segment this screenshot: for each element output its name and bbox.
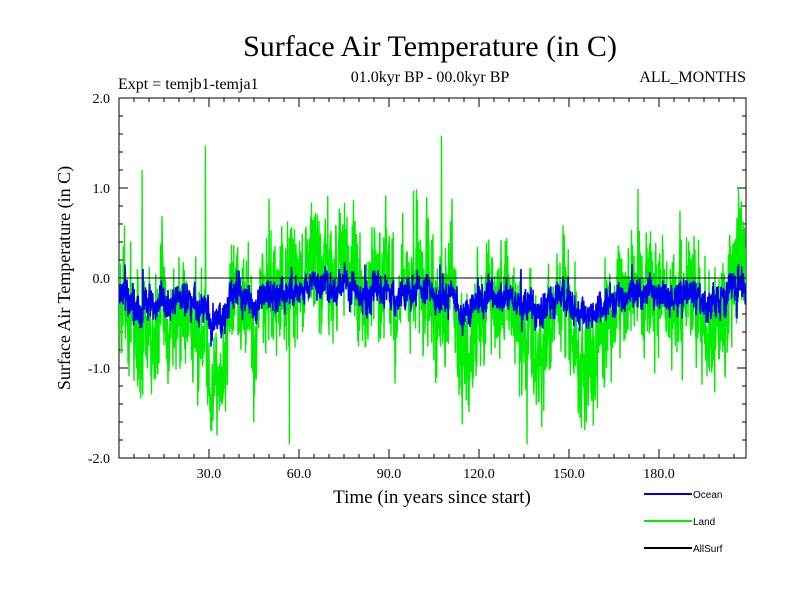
legend-label-land: Land bbox=[693, 517, 715, 528]
x-tick-label: 30.0 bbox=[197, 467, 222, 482]
y-tick-label: -2.0 bbox=[88, 452, 110, 467]
y-tick-label: 1.0 bbox=[93, 182, 111, 197]
series-line-ocean bbox=[119, 262, 746, 347]
chart-title: Surface Air Temperature (in C) bbox=[243, 30, 617, 63]
x-tick-label: 150.0 bbox=[553, 467, 585, 482]
experiment-label: Expt = temjb1-temja1 bbox=[118, 76, 259, 93]
x-tick-label: 90.0 bbox=[377, 467, 402, 482]
y-tick-label: -1.0 bbox=[88, 362, 110, 377]
legend: Ocean Land AllSurf bbox=[644, 490, 723, 555]
x-tick-label: 180.0 bbox=[643, 467, 675, 482]
months-label: ALL_MONTHS bbox=[639, 69, 746, 86]
time-range-label: 01.0kyr BP - 00.0kyr BP bbox=[351, 69, 510, 86]
y-tick-label: 0.0 bbox=[93, 272, 111, 287]
y-tick-label: 2.0 bbox=[93, 92, 111, 107]
y-axis-label: Surface Air Temperature (in C) bbox=[54, 166, 75, 390]
plot-area: 2.0 1.0 0.0 -1.0 -2.0 30.0 60.0 90.0 120.0 150.0 1… bbox=[88, 92, 747, 482]
x-tick-label: 60.0 bbox=[287, 467, 312, 482]
legend-label-allsurf: AllSurf bbox=[693, 544, 723, 555]
x-axis-label: Time (in years since start) bbox=[333, 487, 531, 508]
x-tick-label: 120.0 bbox=[463, 467, 495, 482]
legend-label-ocean: Ocean bbox=[693, 490, 722, 501]
